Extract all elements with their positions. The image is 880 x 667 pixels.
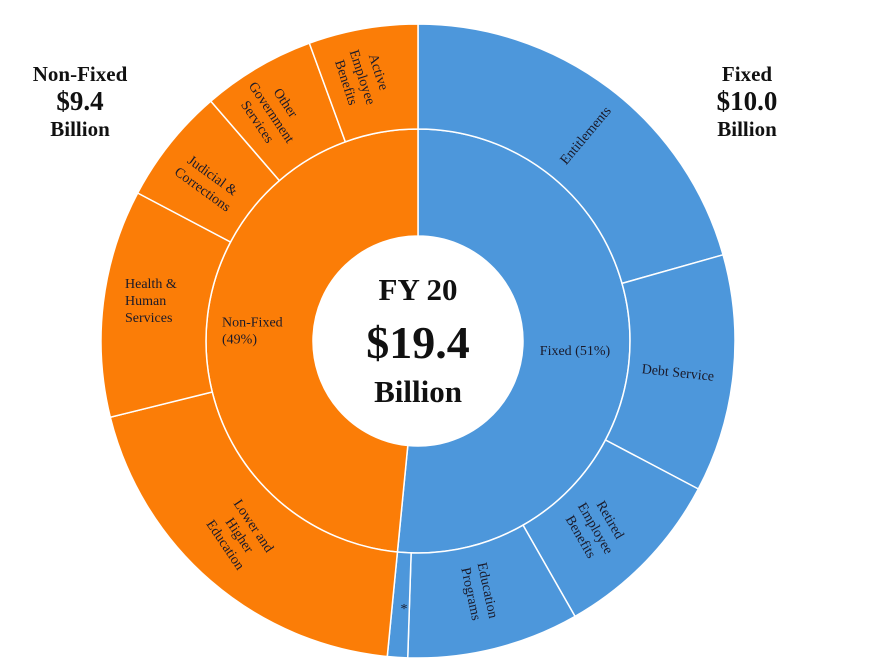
fixed-header: Fixed $10.0 Billion — [677, 62, 817, 141]
fixed-header-amount: $10.0 — [716, 86, 778, 117]
outer-slice — [308, 23, 419, 143]
outer-slice — [109, 391, 399, 658]
fixed-header-line1: Fixed — [721, 62, 773, 86]
fixed-header-unit: Billion — [717, 117, 777, 142]
outer-label: * — [401, 602, 408, 617]
inner-label-fixed: Fixed (51%) — [540, 344, 611, 359]
center-hole — [313, 236, 523, 446]
outer-slice — [417, 23, 724, 285]
inner-label-non-fixed: Non-Fixed (49%) — [222, 316, 283, 348]
center-title-line-2: $19.4 — [366, 317, 470, 368]
outer-label: Health & Human Services — [125, 277, 177, 326]
non-fixed-header: Non-Fixed $9.4 Billion — [10, 62, 150, 141]
center-title-line-1: FY 20 — [379, 272, 458, 307]
non-fixed-header-amount: $9.4 — [56, 86, 104, 117]
non-fixed-header-unit: Billion — [50, 117, 110, 142]
non-fixed-header-line1: Non-Fixed — [32, 62, 128, 86]
center-title-line-3: Billion — [374, 374, 462, 409]
